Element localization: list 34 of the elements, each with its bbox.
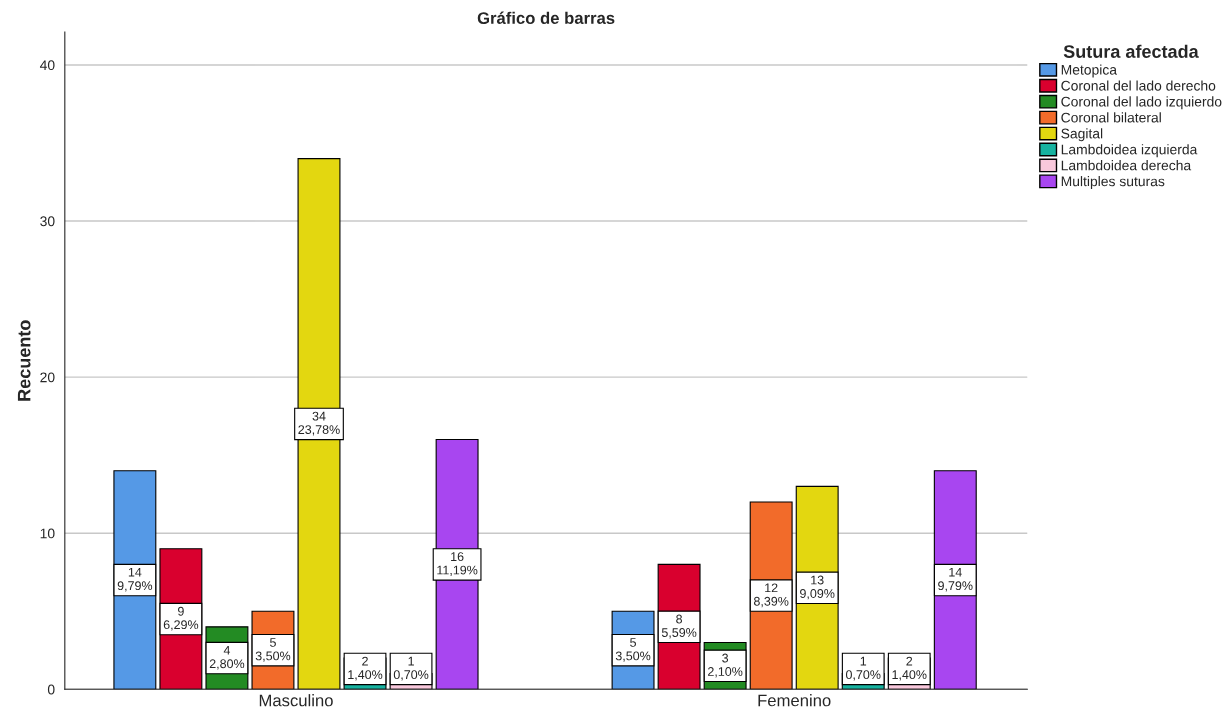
data-label: 1 0,70%	[845, 656, 881, 681]
data-label: 5 3,50%	[255, 638, 291, 662]
y-tick-label: 20	[40, 372, 55, 383]
data-label: 34 23,78%	[298, 411, 340, 436]
data-label: 1 0,70%	[393, 656, 429, 681]
legend-title: Sutura afectada	[1063, 44, 1199, 58]
y-tick-label: 30	[40, 216, 55, 227]
y-tick-label: 0	[47, 684, 55, 695]
y-tick-label: 40	[39, 60, 55, 71]
legend-label: Coronal bilateral	[1061, 112, 1161, 123]
legend-label: Multiples suturas	[1061, 176, 1165, 190]
data-label: 8 5,59%	[661, 614, 697, 639]
x-tick-label: Femenino	[758, 694, 831, 707]
chart-title: Gráfico de barras	[477, 11, 615, 25]
data-label: 4 2,80%	[209, 645, 245, 670]
data-label: 14 9,79%	[938, 567, 973, 592]
legend-label: Sagital	[1061, 128, 1103, 142]
data-label: 5 3,50%	[615, 638, 651, 662]
legend-label: Metopica	[1061, 64, 1118, 78]
y-tick-label: 10	[40, 528, 55, 539]
legend-label: Coronal del lado derecho	[1061, 80, 1216, 91]
legend-label: Lambdoidea derecha	[1061, 160, 1192, 171]
x-tick-label: Masculino	[259, 694, 333, 707]
y-axis-title: Recuento	[17, 320, 31, 401]
data-label: 16 11,19%	[437, 552, 478, 576]
data-label: 2 1,40%	[348, 656, 383, 681]
data-label: 13 9,09%	[800, 575, 835, 600]
legend-label: Coronal del lado izquierdo	[1061, 96, 1222, 110]
data-label: 12 8,39%	[753, 583, 789, 608]
data-label: 3 2,10%	[708, 653, 743, 678]
legend-label: Lambdoidea izquierda	[1061, 144, 1198, 158]
data-label: 9 6,29%	[163, 606, 199, 631]
data-label: 14 9,79%	[117, 567, 153, 592]
data-label: 2 1,40%	[892, 656, 927, 681]
